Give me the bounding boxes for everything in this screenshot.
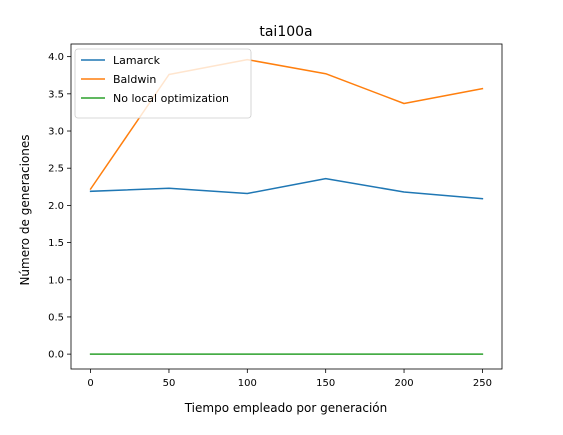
y-tick-label: 2.0 bbox=[48, 201, 64, 212]
chart-title: tai100a bbox=[259, 24, 312, 40]
y-tick-label: 1.0 bbox=[48, 275, 64, 286]
y-tick-label: 0.5 bbox=[48, 312, 64, 323]
x-tick-label: 0 bbox=[87, 378, 93, 389]
x-axis-label: Tiempo empleado por generación bbox=[184, 401, 388, 415]
axes-frame bbox=[70, 43, 503, 370]
axes-layer: 0 50 100 150 200 250 0.0 0.5 1.0 1.5 2.0 2.5 3.0 3.5 4… bbox=[48, 43, 503, 389]
legend-label: No local optimization bbox=[113, 92, 229, 105]
x-tick-label: 150 bbox=[316, 378, 335, 389]
y-tick-label: 4.0 bbox=[48, 52, 64, 63]
series-line-lamarck bbox=[89, 177, 484, 200]
legend-label: Lamarck bbox=[113, 54, 161, 67]
y-tick-label: 2.5 bbox=[48, 164, 64, 175]
y-tick-label: 3.5 bbox=[48, 89, 64, 100]
y-tick-label: 0.0 bbox=[48, 350, 64, 361]
x-tick-label: 250 bbox=[473, 378, 492, 389]
y-tick-label: 3.0 bbox=[48, 127, 64, 138]
y-tick-label: 1.5 bbox=[48, 238, 64, 249]
x-tick-label: 50 bbox=[163, 378, 176, 389]
legend-box bbox=[74, 48, 252, 119]
legend: Lamarck Baldwin No local optimization bbox=[74, 48, 252, 119]
legend-label: Baldwin bbox=[113, 73, 156, 86]
x-tick-label: 100 bbox=[238, 378, 257, 389]
x-tick-label: 200 bbox=[394, 378, 413, 389]
y-axis-label: Número de generaciones bbox=[18, 134, 32, 285]
